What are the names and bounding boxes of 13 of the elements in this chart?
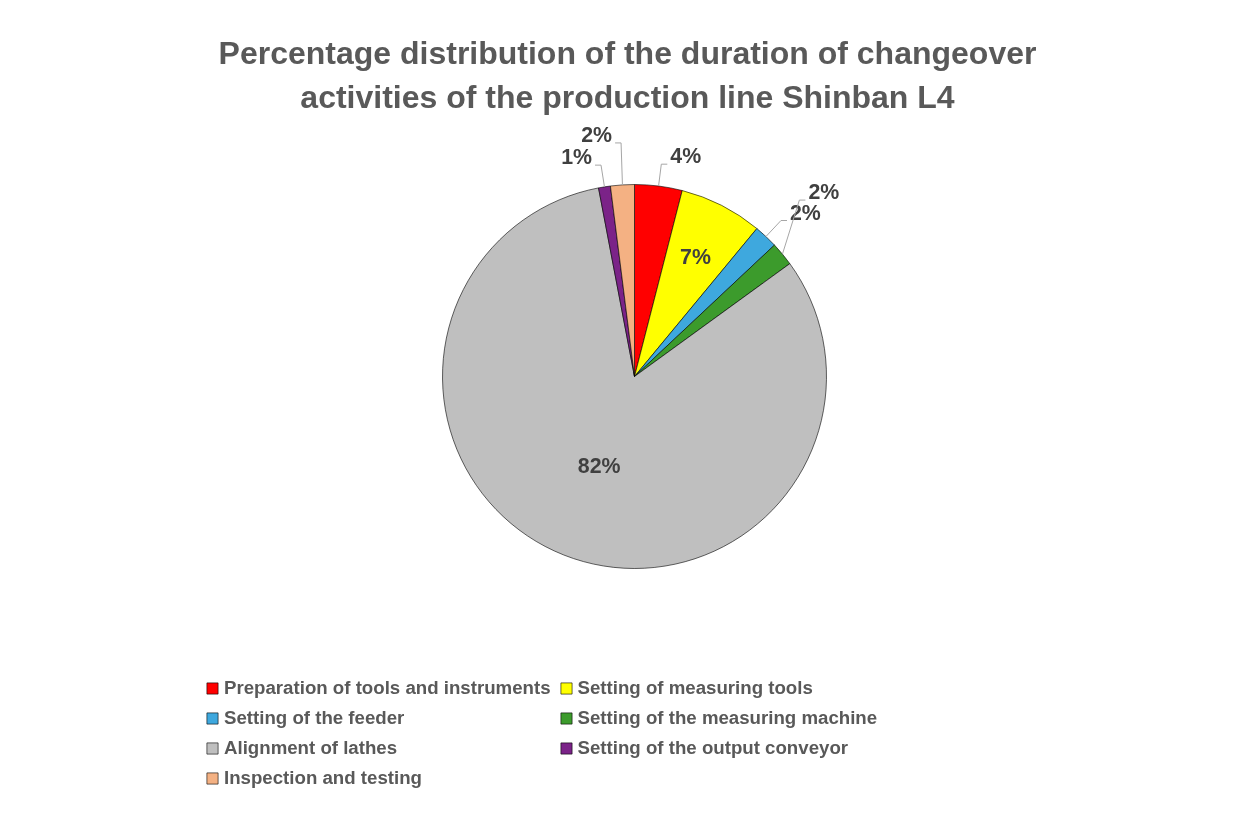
legend-label: Alignment of lathes bbox=[224, 737, 398, 759]
data-label: 7% bbox=[680, 244, 711, 269]
data-label: 2% bbox=[581, 122, 613, 147]
legend-label: Setting of the output conveyor bbox=[577, 737, 849, 759]
legend-label: Preparation of tools and instruments bbox=[224, 677, 551, 699]
legend-label: Setting of the feeder bbox=[224, 707, 405, 729]
data-label: 4% bbox=[670, 144, 702, 169]
data-label: 82% bbox=[577, 453, 621, 478]
legend-label: Inspection and testing bbox=[224, 767, 422, 789]
legend-label: Setting of measuring tools bbox=[577, 677, 813, 699]
data-label: 1% bbox=[561, 145, 593, 170]
legend-label: Setting of the measuring machine bbox=[577, 707, 878, 729]
chart-title: Percentage distribution of the duration of changeover activities of the production line Shinban L4 bbox=[218, 34, 1037, 115]
